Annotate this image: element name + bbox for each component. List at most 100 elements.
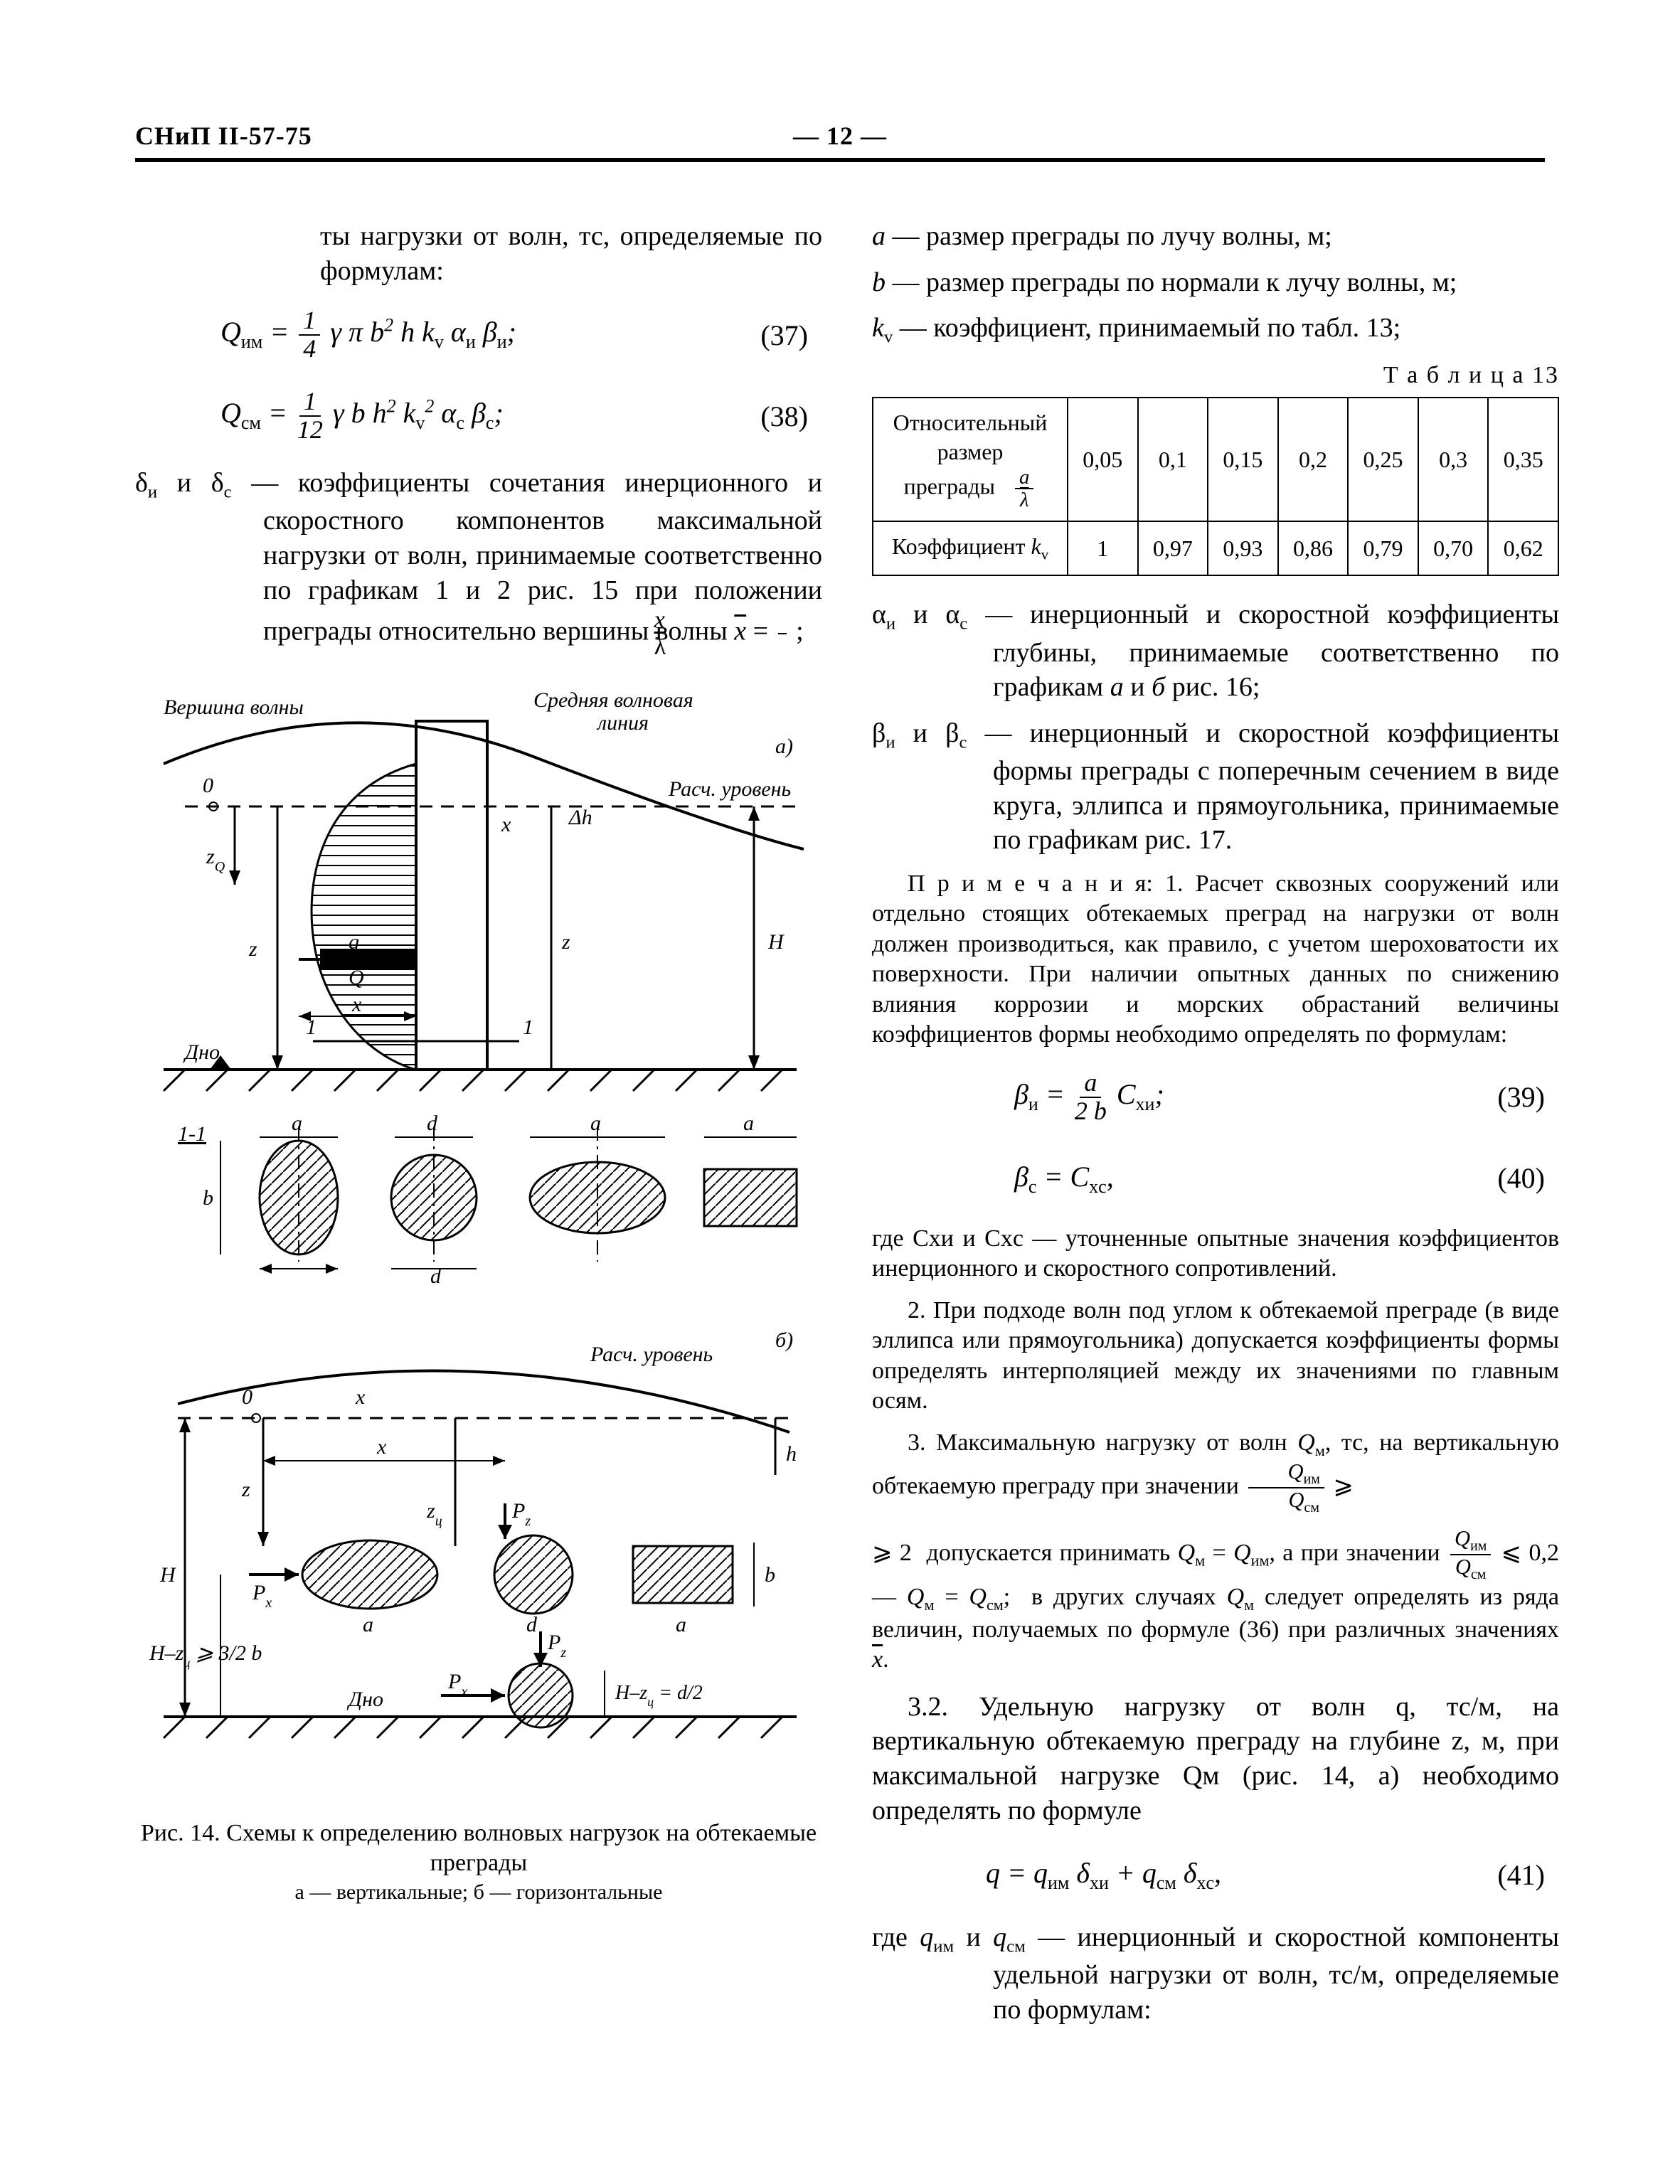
t13-v-6: 0,62 — [1488, 521, 1558, 575]
svg-text:линия: линия — [596, 711, 649, 735]
svg-text:Px: Px — [252, 1581, 272, 1611]
svg-text:d: d — [526, 1613, 538, 1636]
svg-text:Вершина волны: Вершина волны — [164, 696, 304, 719]
right-column: a — размер преграды по лучу волны, м; b … — [872, 219, 1559, 2039]
eq41-number: (41) — [1497, 1857, 1545, 1893]
svg-text:a: a — [292, 1112, 302, 1135]
header-spacer — [1538, 121, 1545, 151]
def-kv: kv — коэффициент, принимаемый по табл. 1… — [872, 311, 1559, 348]
t13-h-5: 0,3 — [1418, 398, 1489, 521]
t13-v-0: 1 — [1068, 521, 1138, 575]
equation-40: βс = Cxс, (40) — [1014, 1143, 1545, 1214]
t13-h-4: 0,25 — [1348, 398, 1418, 521]
eq40-number: (40) — [1497, 1160, 1545, 1196]
svg-text:x: x — [355, 1385, 366, 1409]
svg-text:Расч. уровень: Расч. уровень — [590, 1343, 713, 1366]
t13-v-2: 0,93 — [1208, 521, 1278, 575]
t13-h-0: 0,05 — [1068, 398, 1138, 521]
svg-text:d: d — [430, 1264, 442, 1288]
t13-h-2: 0,15 — [1208, 398, 1278, 521]
svg-text:1-1: 1-1 — [178, 1122, 206, 1146]
two-columns: ты нагрузки от волн, тс, оп­ределяемые п… — [135, 219, 1559, 2039]
svg-text:Pz: Pz — [511, 1499, 531, 1529]
fig-caption-main: Рис. 14. Схемы к определению волновых на… — [135, 1818, 822, 1879]
t13-h-1: 0,1 — [1138, 398, 1208, 521]
def-b: b — размер преграды по норма­ли к лучу в… — [872, 265, 1559, 300]
figure-14-caption: Рис. 14. Схемы к определению волновых на… — [135, 1818, 822, 1906]
figure-14-svg: Вершина волны Средняя волновая линия Рас… — [135, 671, 818, 1781]
svg-text:Дно: Дно — [346, 1688, 383, 1711]
svg-text:x: x — [376, 1435, 387, 1459]
doc-code: СНиП II-57-75 — [135, 121, 312, 151]
page-number: — 12 — — [793, 121, 887, 151]
t13-h-3: 0,2 — [1278, 398, 1349, 521]
equation-41: q = qим δxи + qсм δxс, (41) — [986, 1839, 1545, 1910]
def-a: a — размер преграды по лучу волны, м; — [872, 219, 1559, 254]
eq40-body: βс = Cxс, — [1014, 1158, 1114, 1198]
svg-text:H: H — [767, 930, 785, 954]
svg-text:1: 1 — [306, 1016, 317, 1039]
eq37-number: (37) — [760, 317, 808, 353]
svg-text:zц: zц — [426, 1499, 442, 1529]
svg-text:b: b — [203, 1186, 213, 1210]
left-intro: ты нагрузки от волн, тс, оп­ределяемые п… — [135, 219, 822, 288]
eq38-number: (38) — [760, 398, 808, 435]
t13-h-6: 0,35 — [1488, 398, 1558, 521]
t13-v-5: 0,70 — [1418, 521, 1489, 575]
svg-text:1: 1 — [523, 1016, 533, 1039]
notes-2: 2. При подходе волн под углом к обтекаем… — [872, 1296, 1559, 1417]
svg-text:б): б) — [775, 1328, 793, 1352]
t13-rowheader-size: Относительный размерпреграды aλ — [873, 398, 1068, 521]
svg-text:Q: Q — [349, 966, 364, 989]
delta-definition: δи и δс — коэффициенты сочетания инерцио… — [135, 466, 822, 660]
svg-text:Расч. уровень: Расч. уровень — [668, 777, 791, 801]
def-beta: βи и βс — инерционный и скоростной коэфф… — [872, 716, 1559, 858]
svg-text:Средняя волновая: Средняя волновая — [533, 688, 693, 712]
notes-after-40: где Cxи и Cxс — уточненные опытные значе… — [872, 1224, 1559, 1284]
def-alpha: αи и αс — инерционный и скоростной коэфф… — [872, 597, 1559, 704]
svg-text:Дно: Дно — [183, 1040, 220, 1064]
svg-text:a: a — [743, 1112, 754, 1135]
notes-3a: 3. Максимальную нагрузку от волн Qм, тс,… — [872, 1428, 1559, 1516]
eq39-body: βи = a2 b Cxи; — [1014, 1070, 1164, 1125]
svg-text:z: z — [561, 930, 570, 954]
table-13-title: Т а б л и ц а 13 — [872, 360, 1559, 391]
table-13-header-row: Относительный размерпреграды aλ 0,05 0,1… — [873, 398, 1558, 521]
table-13-value-row: Коэффициент kv 1 0,97 0,93 0,86 0,79 0,7… — [873, 521, 1558, 575]
t13-rowheader-kv: Коэффициент kv — [873, 521, 1068, 575]
svg-text:q: q — [349, 930, 359, 954]
fig14-panel-b: б) Расч. уровень 0 x h — [149, 1328, 797, 1738]
svg-text:a: a — [676, 1613, 686, 1636]
equation-39: βи = a2 b Cxи; (39) — [1014, 1062, 1545, 1133]
svg-text:0: 0 — [242, 1385, 252, 1409]
svg-text:a: a — [590, 1112, 601, 1135]
page: СНиП II-57-75 — 12 — ты нагрузки от волн… — [0, 0, 1680, 2184]
svg-text:x: x — [351, 993, 362, 1016]
svg-text:h: h — [786, 1442, 797, 1466]
svg-text:x: x — [501, 813, 511, 836]
section-3-2: 3.2. Удельную нагрузку от волн q, тс/м, … — [872, 1690, 1559, 1828]
svg-text:H–zц = d/2: H–zц = d/2 — [615, 1682, 703, 1709]
table-13: Относительный размерпреграды aλ 0,05 0,1… — [872, 397, 1559, 576]
eq41-body: q = qим δxи + qсм δxс, — [986, 1855, 1221, 1895]
svg-text:a: a — [363, 1613, 373, 1636]
after-41: где qим и qсм — инерционный и скоростной… — [872, 1920, 1559, 2027]
eq39-number: (39) — [1497, 1079, 1545, 1115]
svg-text:Pz: Pz — [547, 1631, 566, 1661]
svg-text:z: z — [241, 1478, 250, 1501]
fig14-panel-a: Вершина волны Средняя волновая линия Рас… — [164, 688, 804, 1288]
svg-text:z: z — [248, 937, 257, 961]
svg-text:H–zц ⩾ 3/2 b: H–zц ⩾ 3/2 b — [149, 1641, 262, 1670]
svg-text:0: 0 — [203, 774, 213, 797]
svg-text:а): а) — [775, 735, 793, 758]
eq38-body: Qсм = 112 γ b h2 kv2 αс βс; — [220, 388, 504, 444]
svg-text:zQ: zQ — [206, 845, 225, 875]
left-column: ты нагрузки от волн, тс, оп­ределяемые п… — [135, 219, 822, 2039]
notes-1: П р и м е ч а н и я: 1. Расчет сквозных … — [872, 869, 1559, 1050]
notes-3b: ⩾ 2 допускается принимать Qм = Qим, а пр… — [872, 1527, 1559, 1675]
t13-v-1: 0,97 — [1138, 521, 1208, 575]
svg-text:b: b — [765, 1563, 775, 1587]
t13-v-4: 0,79 — [1348, 521, 1418, 575]
svg-text:H: H — [159, 1563, 177, 1587]
fig-caption-sub: а — вертикальные; б — горизонтальные — [135, 1879, 822, 1906]
